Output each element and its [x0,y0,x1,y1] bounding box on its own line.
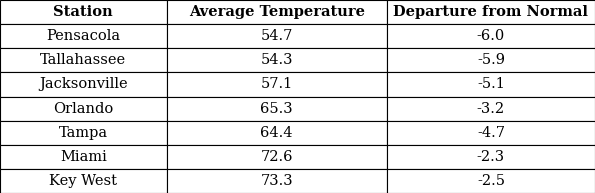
Bar [167,169,387,193]
Bar [387,145,595,169]
Bar [0,24,167,48]
Text: 72.6: 72.6 [261,150,293,164]
Text: -4.7: -4.7 [477,126,505,140]
Text: -6.0: -6.0 [477,29,505,43]
Text: 57.1: 57.1 [261,77,293,91]
Bar [167,48,387,72]
Bar [167,72,387,96]
Bar [387,121,595,145]
Text: -2.3: -2.3 [477,150,505,164]
Text: Station: Station [54,5,113,19]
Text: -2.5: -2.5 [477,174,505,188]
Bar [0,121,167,145]
Text: Tallahassee: Tallahassee [40,53,126,67]
Bar [387,48,595,72]
Bar [167,121,387,145]
Bar [0,0,167,24]
Text: Orlando: Orlando [53,102,114,116]
Bar [387,24,595,48]
Text: Departure from Normal: Departure from Normal [393,5,588,19]
Text: 64.4: 64.4 [261,126,293,140]
Bar [167,96,387,121]
Bar [0,96,167,121]
Bar [387,169,595,193]
Bar [167,0,387,24]
Bar [167,24,387,48]
Text: -5.1: -5.1 [477,77,505,91]
Text: Miami: Miami [60,150,107,164]
Text: Pensacola: Pensacola [46,29,120,43]
Text: 54.3: 54.3 [261,53,293,67]
Text: 73.3: 73.3 [261,174,293,188]
Bar [387,96,595,121]
Bar [0,145,167,169]
Bar [0,169,167,193]
Bar [0,48,167,72]
Bar [387,72,595,96]
Text: 54.7: 54.7 [261,29,293,43]
Bar [167,145,387,169]
Text: Tampa: Tampa [59,126,108,140]
Bar [0,72,167,96]
Text: Key West: Key West [49,174,117,188]
Text: Jacksonville: Jacksonville [39,77,127,91]
Text: -3.2: -3.2 [477,102,505,116]
Text: 65.3: 65.3 [261,102,293,116]
Text: -5.9: -5.9 [477,53,505,67]
Bar [387,0,595,24]
Text: Average Temperature: Average Temperature [189,5,365,19]
